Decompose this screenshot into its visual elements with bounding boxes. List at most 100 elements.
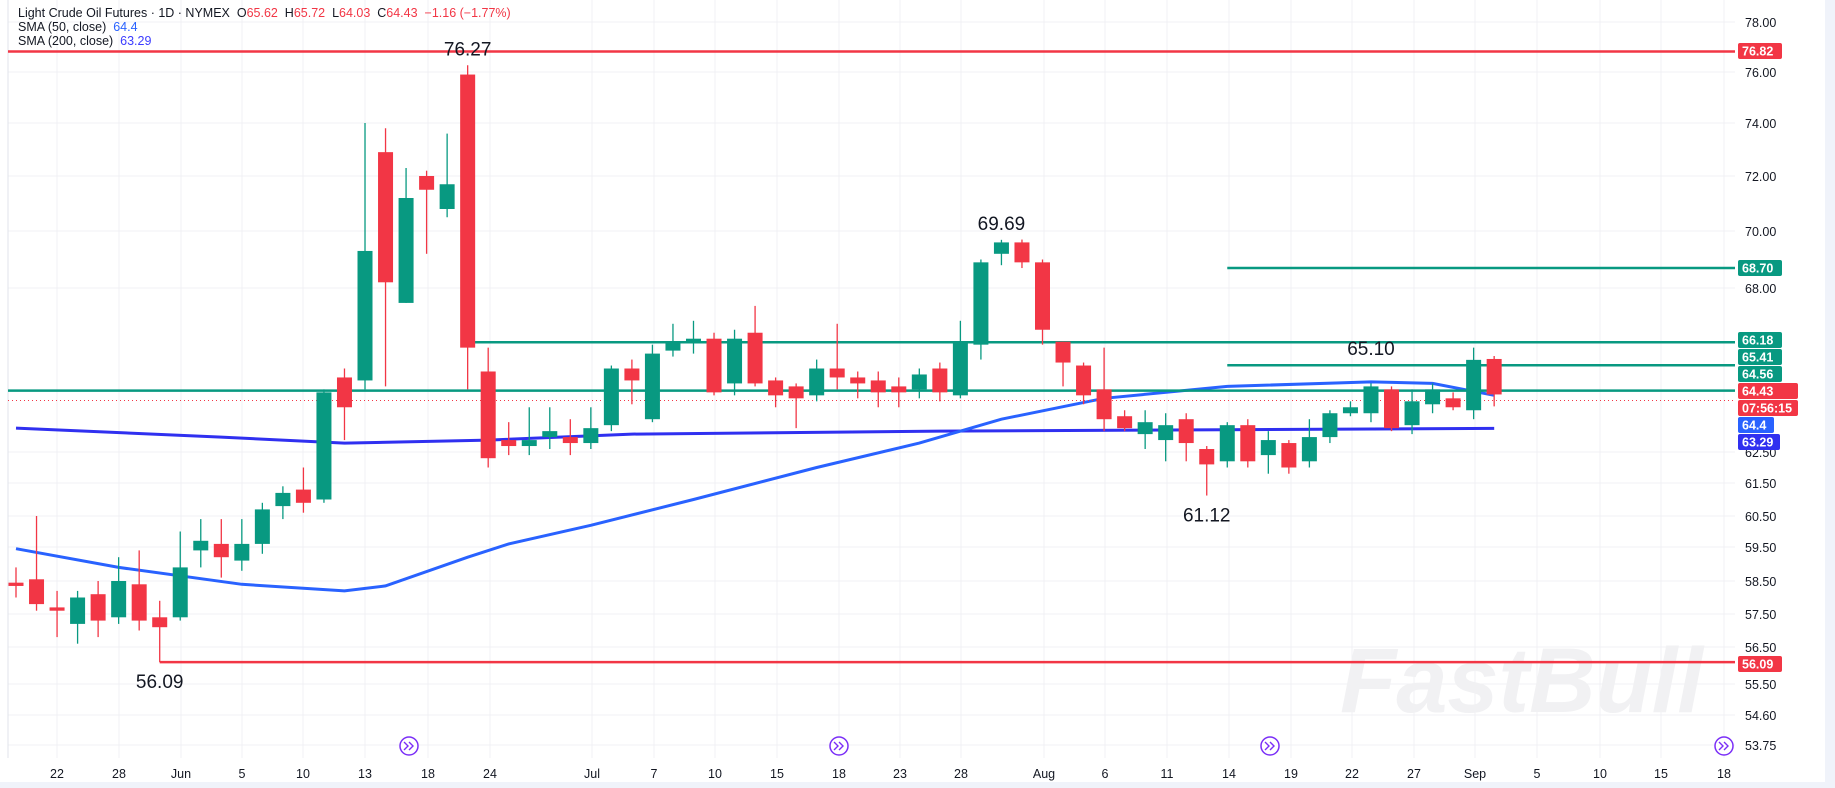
candle[interactable] <box>1445 392 1461 411</box>
economic-event-icon[interactable] <box>1714 736 1734 756</box>
x-tick-label: 22 <box>50 767 64 781</box>
candle-body <box>1199 449 1215 465</box>
candle[interactable] <box>891 377 907 408</box>
last-price-tag-bg <box>1738 383 1798 399</box>
candle[interactable] <box>644 344 660 423</box>
candle[interactable] <box>193 519 209 568</box>
candle[interactable] <box>624 359 640 405</box>
candle-body <box>952 341 968 396</box>
candle[interactable] <box>1363 383 1379 423</box>
candle[interactable] <box>49 590 65 638</box>
candle[interactable] <box>501 422 517 456</box>
candle[interactable] <box>398 168 414 303</box>
candle[interactable] <box>8 567 24 598</box>
candle[interactable] <box>1260 431 1276 474</box>
candle[interactable] <box>1240 419 1256 468</box>
candle[interactable] <box>809 359 825 402</box>
candle[interactable] <box>234 519 250 571</box>
candle[interactable] <box>1384 386 1400 432</box>
candle[interactable] <box>747 305 763 387</box>
candle[interactable] <box>316 389 332 503</box>
candle[interactable] <box>1342 401 1358 417</box>
economic-event-icon[interactable] <box>829 736 849 756</box>
candle[interactable] <box>1096 347 1112 432</box>
candle[interactable] <box>603 365 619 432</box>
candle[interactable] <box>1117 410 1133 432</box>
candle[interactable] <box>521 407 537 456</box>
candle[interactable] <box>254 502 270 554</box>
candle-body <box>911 374 927 390</box>
candle[interactable] <box>1076 362 1092 405</box>
candle[interactable] <box>727 329 743 396</box>
candle[interactable] <box>295 467 311 513</box>
candle[interactable] <box>542 407 558 450</box>
candle[interactable] <box>665 323 681 357</box>
candle[interactable] <box>1035 259 1050 345</box>
candle[interactable] <box>870 371 886 408</box>
candle-body <box>891 386 907 393</box>
candle[interactable] <box>70 590 86 644</box>
y-tick-label: 61.50 <box>1745 477 1776 491</box>
x-tick-label: 5 <box>1534 767 1541 781</box>
candle[interactable] <box>583 407 599 450</box>
candle[interactable] <box>480 347 496 468</box>
candle[interactable] <box>131 550 147 631</box>
candle-body <box>644 353 660 420</box>
y-tick-label: 72.00 <box>1745 170 1776 184</box>
candle-body <box>419 176 435 190</box>
candle[interactable] <box>1055 341 1071 387</box>
candle[interactable] <box>1158 413 1174 462</box>
candle[interactable] <box>1486 355 1502 407</box>
candle[interactable] <box>1281 440 1297 474</box>
candle[interactable] <box>357 123 373 390</box>
candle[interactable] <box>1466 347 1482 420</box>
candle[interactable] <box>152 600 168 663</box>
candle[interactable] <box>90 581 106 638</box>
candle[interactable] <box>952 320 968 399</box>
candle[interactable] <box>213 519 229 578</box>
y-tick-label: 74.00 <box>1745 117 1776 131</box>
candle[interactable] <box>1219 422 1235 468</box>
sma50-legend-row[interactable]: SMA (50, close) 64.4 <box>18 20 511 34</box>
candle[interactable] <box>1014 239 1030 269</box>
candle[interactable] <box>419 170 435 254</box>
candle[interactable] <box>1425 383 1441 414</box>
candle[interactable] <box>829 323 845 390</box>
candle[interactable] <box>460 65 476 390</box>
candle[interactable] <box>788 383 804 429</box>
candle[interactable] <box>932 362 948 402</box>
candle[interactable] <box>1178 413 1194 462</box>
x-tick-label: 10 <box>296 767 310 781</box>
candle[interactable] <box>378 128 394 387</box>
candle[interactable] <box>973 259 989 360</box>
candle[interactable] <box>29 516 45 611</box>
sma200-legend-row[interactable]: SMA (200, close) 63.29 <box>18 34 511 48</box>
candle[interactable] <box>1137 410 1153 450</box>
candle-body <box>213 543 229 558</box>
candle[interactable] <box>911 368 927 399</box>
candle[interactable] <box>111 557 127 624</box>
candle-body <box>152 617 168 628</box>
candle-body <box>336 377 352 408</box>
symbol-title[interactable]: Light Crude Oil Futures · 1D · NYMEX <box>18 6 230 20</box>
symbol-legend-row: Light Crude Oil Futures · 1D · NYMEX O65… <box>18 6 511 20</box>
candle[interactable] <box>1404 389 1420 435</box>
candle[interactable] <box>172 531 188 621</box>
candle[interactable] <box>1301 419 1317 468</box>
candle[interactable] <box>562 419 578 456</box>
economic-event-icon[interactable] <box>1260 736 1280 756</box>
candle[interactable] <box>1322 410 1338 444</box>
candle[interactable] <box>1199 446 1215 496</box>
candle-body <box>29 579 45 605</box>
economic-event-icon[interactable] <box>399 736 419 756</box>
candle[interactable] <box>993 239 1009 266</box>
candle[interactable] <box>275 486 291 520</box>
candle-body <box>1219 425 1235 462</box>
candle[interactable] <box>685 320 701 354</box>
candle[interactable] <box>706 332 722 396</box>
candle[interactable] <box>336 368 352 441</box>
candle[interactable] <box>768 377 784 408</box>
candle[interactable] <box>850 371 866 399</box>
candle[interactable] <box>439 133 455 218</box>
